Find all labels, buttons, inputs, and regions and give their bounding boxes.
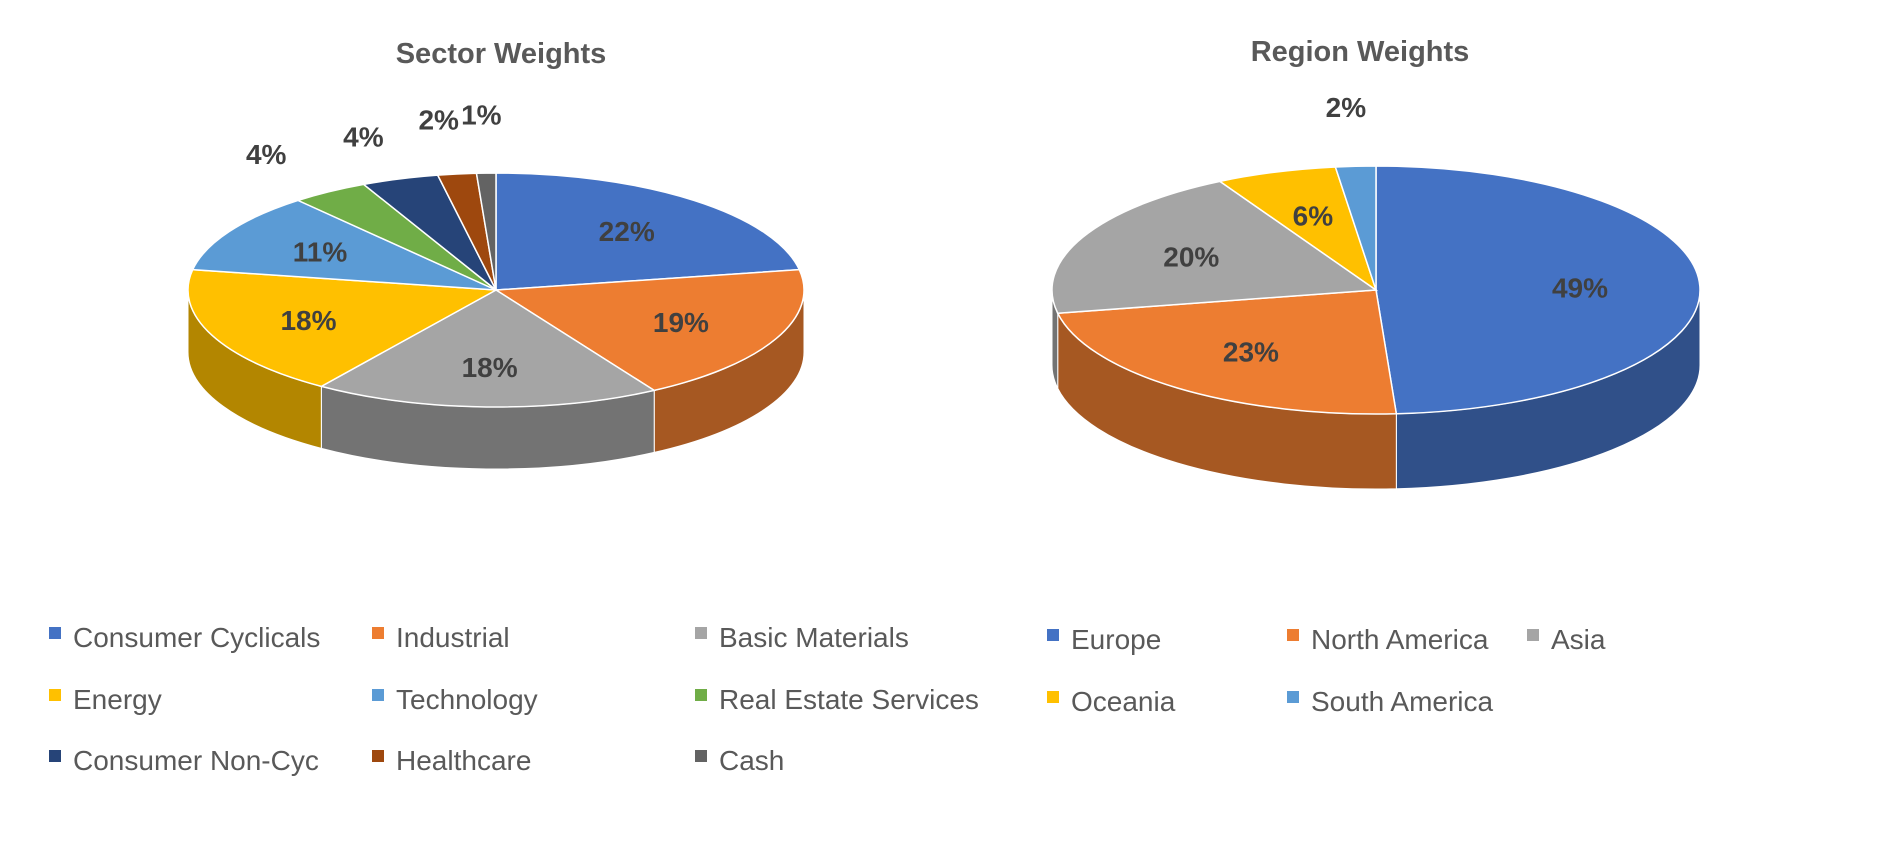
legend-swatch: [1047, 629, 1059, 641]
legend-label: Basic Materials: [719, 622, 909, 653]
legend: Consumer Cyclicals Industrial Basic Materi…: [49, 622, 979, 776]
legend-swatch: [695, 689, 707, 701]
region-weights-chart: Region Weights 49% 23% 20% 6% 2% Europe North …: [1047, 36, 1701, 717]
legend-label: Energy: [73, 684, 162, 715]
sector-weights-chart: Sector Weights 22% 19% 18% 18% 11% 4% 4% 2% 1% Co…: [49, 38, 979, 776]
legend-swatch: [49, 627, 61, 639]
data-label: 4%: [343, 122, 384, 153]
legend-label: North America: [1311, 624, 1489, 655]
legend-swatch: [1527, 629, 1539, 641]
data-label: 18%: [280, 305, 336, 336]
legend-label: Asia: [1551, 624, 1606, 655]
pie-slice-north-america: [1056, 289, 1398, 415]
legend-item: Technology: [372, 684, 538, 715]
legend-label: Cash: [719, 745, 784, 776]
legend-label: Healthcare: [396, 745, 531, 776]
legend-swatch: [372, 689, 384, 701]
legend-label: Consumer Cyclicals: [73, 622, 320, 653]
legend-item: Basic Materials: [695, 622, 909, 653]
legend-item: Healthcare: [372, 745, 531, 776]
legend-swatch: [1287, 691, 1299, 703]
legend-item: Cash: [695, 745, 784, 776]
pie-slice-oceania: [1218, 166, 1378, 292]
legend-item: Europe: [1047, 624, 1161, 655]
legend-item: Consumer Non-Cyc: [49, 745, 319, 776]
pie-slice-technology: [191, 199, 497, 291]
data-label: 49%: [1552, 273, 1608, 304]
legend-label: Real Estate Services: [719, 684, 979, 715]
legend: Europe North America Asia Oceania South Amer…: [1047, 624, 1606, 717]
legend-label: Consumer Non-Cyc: [73, 745, 319, 776]
legend-label: Industrial: [396, 622, 510, 653]
data-label: 19%: [653, 307, 709, 338]
legend-item: Energy: [49, 684, 162, 715]
legend-swatch: [49, 750, 61, 762]
legend-item: Asia: [1527, 624, 1606, 655]
pie-slice-basic-materials: [319, 289, 657, 408]
legend-swatch: [695, 627, 707, 639]
data-label: 11%: [293, 236, 348, 267]
data-label: 18%: [462, 352, 518, 383]
pie-slice-energy: [187, 268, 499, 388]
legend-item: South America: [1287, 686, 1494, 717]
data-label: 2%: [1326, 92, 1367, 123]
legend-label: Oceania: [1071, 686, 1176, 717]
data-label: 2%: [418, 104, 459, 135]
legend-swatch: [695, 750, 707, 762]
legend-item: Consumer Cyclicals: [49, 622, 320, 653]
pie-slice-europe: [1375, 165, 1701, 415]
legend-swatch: [1047, 691, 1059, 703]
legend-item: Oceania: [1047, 686, 1176, 717]
legend-swatch: [372, 750, 384, 762]
chart-title: Region Weights: [1251, 36, 1470, 68]
pie-slice-asia: [1051, 180, 1379, 315]
data-label: 20%: [1163, 242, 1219, 273]
legend-label: Europe: [1071, 624, 1161, 655]
data-label: 6%: [1293, 201, 1334, 232]
data-label: 22%: [599, 216, 655, 247]
legend-swatch: [49, 689, 61, 701]
data-label: 23%: [1223, 337, 1279, 368]
legend-item: Real Estate Services: [695, 684, 979, 715]
legend-label: South America: [1311, 686, 1494, 717]
legend-swatch: [372, 627, 384, 639]
legend-item: North America: [1287, 624, 1489, 655]
chart-title: Sector Weights: [396, 38, 607, 70]
data-label: 4%: [246, 139, 287, 170]
pie-slice-south-america: [1334, 165, 1377, 291]
legend-item: Industrial: [372, 622, 510, 653]
legend-label: Technology: [396, 684, 538, 715]
legend-swatch: [1287, 629, 1299, 641]
pie-slice-cash: [475, 172, 497, 291]
data-label: 1%: [461, 100, 502, 131]
pie-slice-consumer-cyclicals: [495, 172, 801, 291]
pie-slice-industrial: [493, 268, 805, 392]
